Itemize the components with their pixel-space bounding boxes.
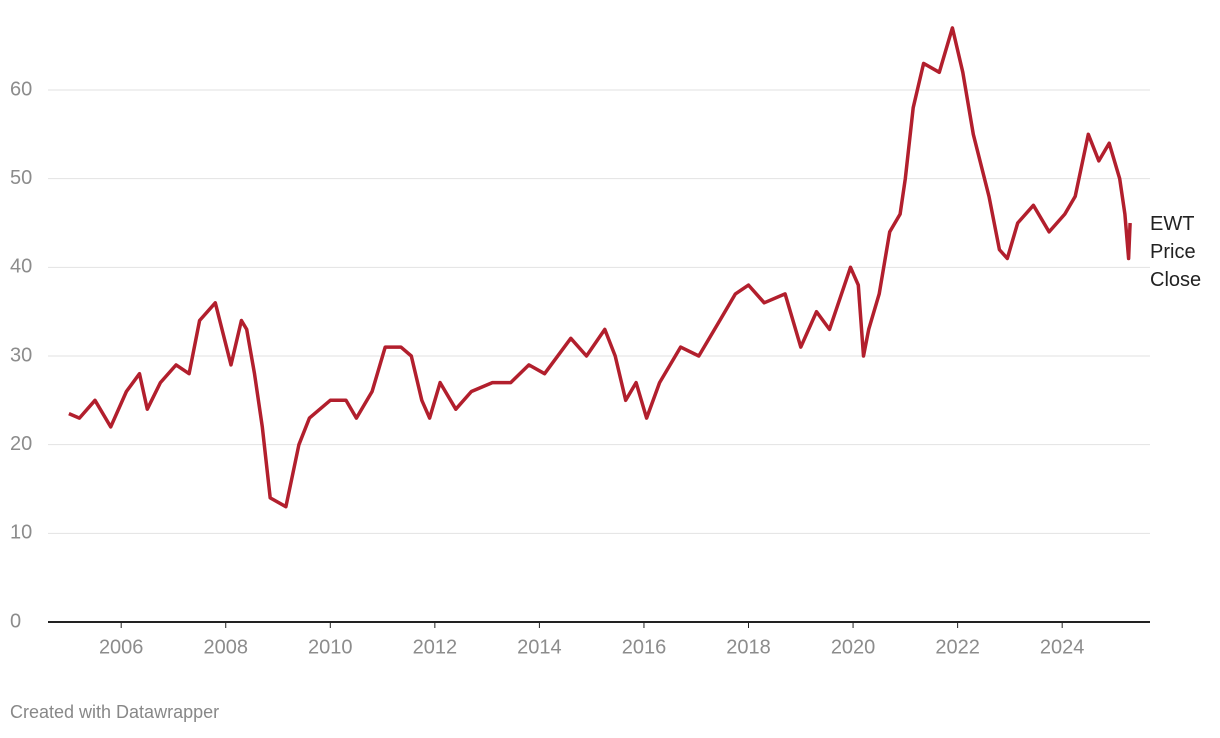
series-label: EWT Price Close <box>1150 213 1202 291</box>
y-tick-label: 0 <box>10 610 21 632</box>
x-tick-label: 2014 <box>517 636 562 658</box>
y-tick-label: 30 <box>10 344 32 366</box>
x-tick-label: 2016 <box>622 636 667 658</box>
x-tick-label: 2022 <box>935 636 980 658</box>
y-tick-label: 50 <box>10 167 32 189</box>
x-tick-label: 2024 <box>1040 636 1085 658</box>
x-tick-label: 2012 <box>413 636 458 658</box>
x-tick-label: 2018 <box>726 636 771 658</box>
source: Created with Datawrapper <box>10 702 220 722</box>
x-tick-label: 2020 <box>831 636 876 658</box>
y-tick-label: 60 <box>10 78 32 100</box>
y-tick-label: 20 <box>10 433 32 455</box>
x-tick-label: 2006 <box>99 636 144 658</box>
line <box>68 26 1132 509</box>
y-tick-label: 40 <box>10 256 32 278</box>
y-tick-label: 10 <box>10 522 32 544</box>
chart: 0 10 20 30 40 50 60 2006 2008 2010 2012 2014 2016 201… <box>10 26 1150 658</box>
x-tick-label: 2008 <box>203 636 248 658</box>
x-tick-label: 2010 <box>308 636 353 658</box>
